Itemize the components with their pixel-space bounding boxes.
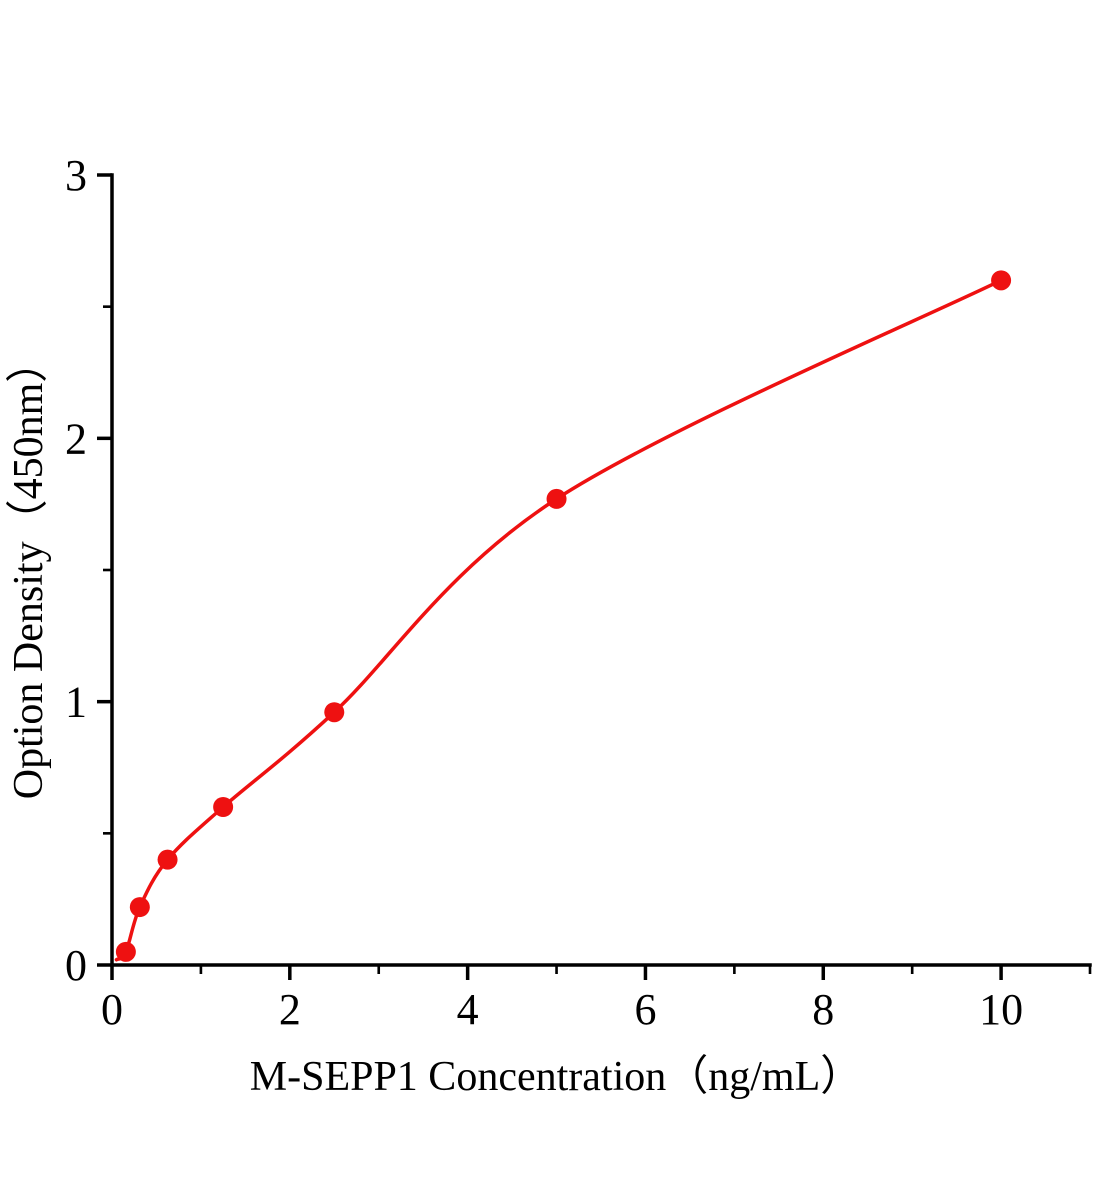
fit-curve-layer (114, 278, 1003, 962)
data-point (129, 897, 150, 918)
data-point (213, 797, 234, 817)
x-tick-label: 8 (812, 985, 834, 1034)
y-tick-label: 3 (65, 151, 87, 200)
axis-ticks-layer (97, 173, 1092, 980)
tick-labels-layer: 0 2 4 6 8 10 0 1 2 3 (65, 151, 1023, 1034)
x-tick-label: 6 (634, 985, 656, 1034)
x-tick-label: 10 (979, 985, 1023, 1034)
x-tick-label: 0 (101, 985, 123, 1034)
x-tick-label: 2 (279, 985, 301, 1034)
data-point (991, 270, 1012, 291)
axes-layer (110, 173, 1092, 967)
data-points-layer (115, 270, 1012, 962)
fit-curve (114, 278, 1003, 962)
data-point (546, 488, 567, 509)
data-point (157, 849, 178, 870)
x-axis-title: M-SEPP1 Concentration（ng/mL） (250, 1054, 863, 1100)
data-point (324, 702, 345, 723)
y-tick-label: 1 (65, 678, 87, 727)
data-point (115, 941, 136, 962)
y-tick-label: 2 (65, 414, 87, 463)
y-tick-label: 0 (65, 941, 87, 990)
x-tick-label: 4 (457, 985, 479, 1034)
y-axis-title: Option Density（450nm） (6, 341, 52, 800)
axis-lines (110, 173, 1092, 967)
